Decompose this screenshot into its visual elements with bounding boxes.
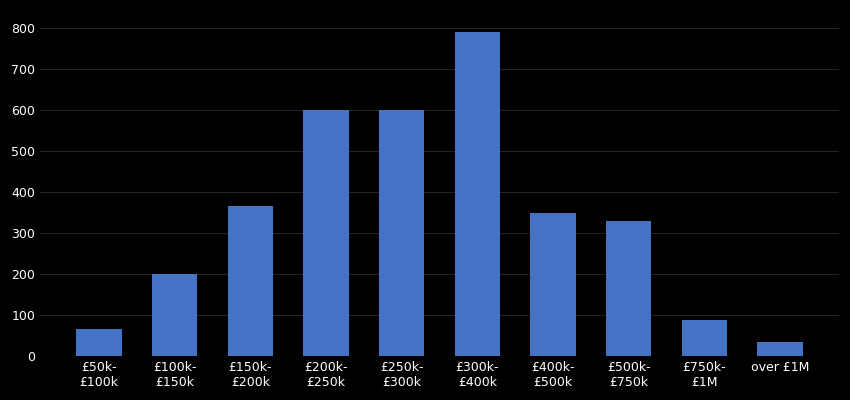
Bar [303, 110, 348, 356]
Bar [455, 32, 500, 356]
Bar [530, 213, 575, 356]
Bar [757, 342, 802, 356]
Bar [76, 329, 122, 356]
Bar [379, 110, 424, 356]
Bar [152, 274, 197, 356]
Bar [606, 221, 651, 356]
Bar [682, 320, 727, 356]
Bar [228, 206, 273, 356]
